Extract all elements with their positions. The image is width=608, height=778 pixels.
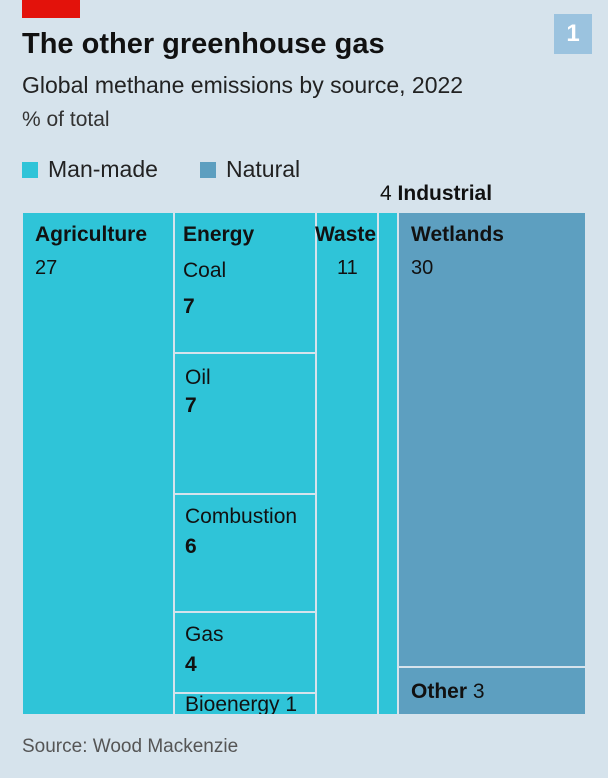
legend-item-natural: Natural [200, 156, 300, 183]
waste-value: 11 [337, 257, 358, 279]
agriculture-value: 27 [35, 257, 58, 279]
industrial-name: Industrial [397, 182, 493, 205]
bioenergy-label: Bioenergy 1 [185, 693, 298, 715]
other-label: Other 3 [411, 680, 485, 704]
chart-unit: % of total [22, 108, 110, 131]
treemap-cell-other: Other 3 [398, 667, 586, 715]
brand-red-bar [22, 0, 80, 18]
source-note: Source: Wood Mackenzie [22, 736, 239, 757]
energy-label: Energy [183, 223, 255, 246]
oil-value: 7 [185, 394, 197, 417]
other-name: Other [411, 680, 468, 703]
treemap-cell-agriculture: Agriculture 27 [22, 212, 174, 715]
legend-swatch-manmade [22, 161, 38, 178]
combustion-label: Combustion [185, 505, 298, 528]
other-value: 3 [472, 680, 485, 703]
gas-value: 4 [185, 653, 197, 676]
treemap-chart: Agriculture 27 Energy Coal 7 Oil 7 Combu… [22, 212, 586, 715]
treemap-cell-industrial [378, 212, 398, 715]
treemap-cell-combustion: Combustion 6 [174, 494, 316, 612]
bioenergy-name: Bioenergy [185, 693, 280, 715]
combustion-value: 6 [185, 535, 197, 558]
coal-label: Coal [183, 259, 227, 282]
bioenergy-value: 1 [285, 693, 298, 715]
treemap-cell-wetlands: Wetlands 30 [398, 212, 586, 667]
chart-title: The other greenhouse gas [22, 28, 385, 60]
wetlands-value: 30 [411, 257, 434, 279]
industrial-value: 4 [380, 182, 392, 205]
legend-label-natural: Natural [226, 156, 301, 182]
coal-value: 7 [183, 295, 195, 318]
treemap-cell-gas: Gas 4 [174, 612, 316, 693]
chart-subtitle: Global methane emissions by source, 2022 [22, 72, 464, 98]
legend-label-manmade: Man-made [48, 156, 158, 182]
waste-label: Waste [315, 223, 377, 246]
gas-label: Gas [185, 623, 224, 646]
legend-swatch-natural [200, 161, 216, 178]
treemap-cell-bioenergy: Bioenergy 1 [174, 693, 316, 715]
agriculture-label: Agriculture [35, 223, 148, 246]
oil-label: Oil [185, 366, 211, 389]
treemap-cell-oil: Oil 7 [174, 353, 316, 494]
treemap-cell-waste: Waste 11 [315, 212, 378, 715]
industrial-label: 4 Industrial [380, 182, 492, 206]
treemap-cell-coal: Energy Coal 7 [174, 212, 316, 353]
legend-item-manmade: Man-made [22, 156, 158, 183]
wetlands-label: Wetlands [411, 223, 504, 246]
chart-number-badge: 1 [554, 14, 592, 54]
